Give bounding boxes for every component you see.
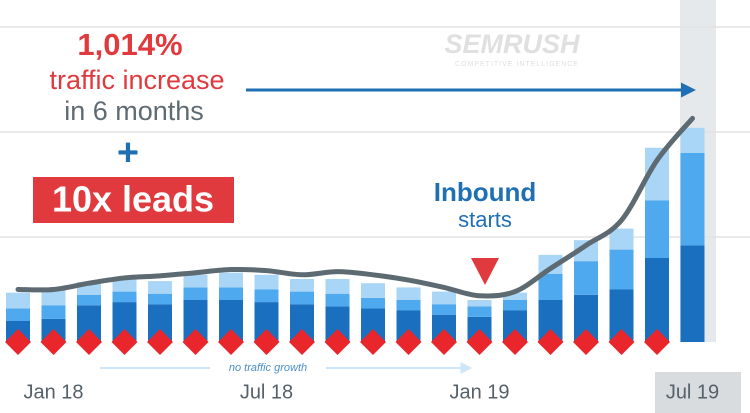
bar-segment	[574, 261, 598, 295]
bar-segment	[680, 127, 705, 153]
x-tick-label: Jan 18	[23, 381, 83, 403]
bar-segment	[574, 240, 598, 262]
event-marker	[395, 329, 422, 355]
event-marker	[573, 329, 599, 355]
bar-segment	[148, 281, 172, 294]
bar-segment	[41, 305, 66, 319]
bar-segment	[503, 292, 527, 300]
event-marker	[147, 329, 173, 355]
bar-segment	[219, 272, 243, 288]
bar-segment	[290, 291, 314, 305]
inbound: Inbound	[434, 177, 537, 207]
bar-segment	[290, 279, 314, 292]
bar-segment	[254, 289, 279, 303]
event-marker	[324, 329, 351, 355]
headline: 1,014%	[77, 27, 182, 62]
bar-segment	[680, 245, 705, 342]
event-marker	[502, 329, 528, 355]
current-label-bg	[655, 372, 741, 413]
x-tick-label: Jul 18	[240, 381, 293, 403]
bar-segment	[183, 287, 208, 300]
event-marker	[253, 329, 280, 355]
bar-segment	[432, 291, 456, 305]
bar-segment	[325, 279, 350, 294]
bar-segment	[538, 273, 563, 300]
headline-line2: in 6 months	[64, 96, 204, 126]
traffic-line	[15, 115, 695, 299]
headline-line1: traffic increase	[49, 65, 224, 95]
bar-segment	[467, 306, 492, 317]
bar-segment	[396, 287, 421, 300]
x-tick-label: Jul 19	[666, 381, 719, 403]
bar-segment	[396, 300, 421, 311]
bar-segment	[609, 228, 634, 250]
bar-segment	[183, 274, 208, 288]
bar-segment	[41, 289, 66, 306]
event-marker	[111, 329, 138, 355]
plus: +	[117, 132, 139, 174]
bar-segment	[77, 294, 101, 306]
bar-segment	[361, 283, 385, 298]
bar-segment	[609, 249, 634, 290]
event-marker	[608, 329, 635, 355]
event-marker	[466, 329, 493, 355]
bar-segment	[467, 300, 492, 307]
event-marker	[218, 329, 244, 355]
event-marker	[289, 329, 315, 355]
leads: 10x leads	[52, 179, 214, 220]
bar-segment	[645, 200, 669, 258]
bar-segment	[6, 308, 30, 321]
bar-segment	[6, 292, 30, 309]
bar-segment	[680, 153, 705, 246]
event-marker	[537, 329, 564, 355]
bar-segment	[432, 304, 456, 315]
leads-box	[33, 177, 234, 223]
flat-label: no traffic growth	[229, 362, 307, 374]
bar-segment	[503, 300, 527, 311]
event-marker	[431, 329, 457, 355]
logo: SEMRUSH	[444, 29, 580, 59]
logo-subtitle: COMPETITIVE INTELLIGENCE	[455, 61, 579, 68]
bar-segment	[219, 287, 243, 300]
x-tick-label: Jan 19	[449, 381, 509, 403]
event-marker	[182, 329, 209, 355]
event-marker	[360, 329, 386, 355]
event-marker	[644, 329, 670, 355]
bar-segment	[112, 291, 137, 303]
bar-segment	[538, 254, 563, 274]
bar-segment	[254, 274, 279, 290]
inbound-pointer	[471, 258, 499, 285]
event-marker	[5, 329, 31, 355]
bar-segment	[148, 293, 172, 305]
starts: starts	[458, 207, 512, 232]
event-marker	[40, 329, 67, 355]
bar-segment	[325, 293, 350, 307]
flat-label-bg	[210, 360, 326, 376]
bar-segment	[645, 258, 669, 342]
event-marker	[76, 329, 102, 355]
bar-segment	[361, 297, 385, 309]
